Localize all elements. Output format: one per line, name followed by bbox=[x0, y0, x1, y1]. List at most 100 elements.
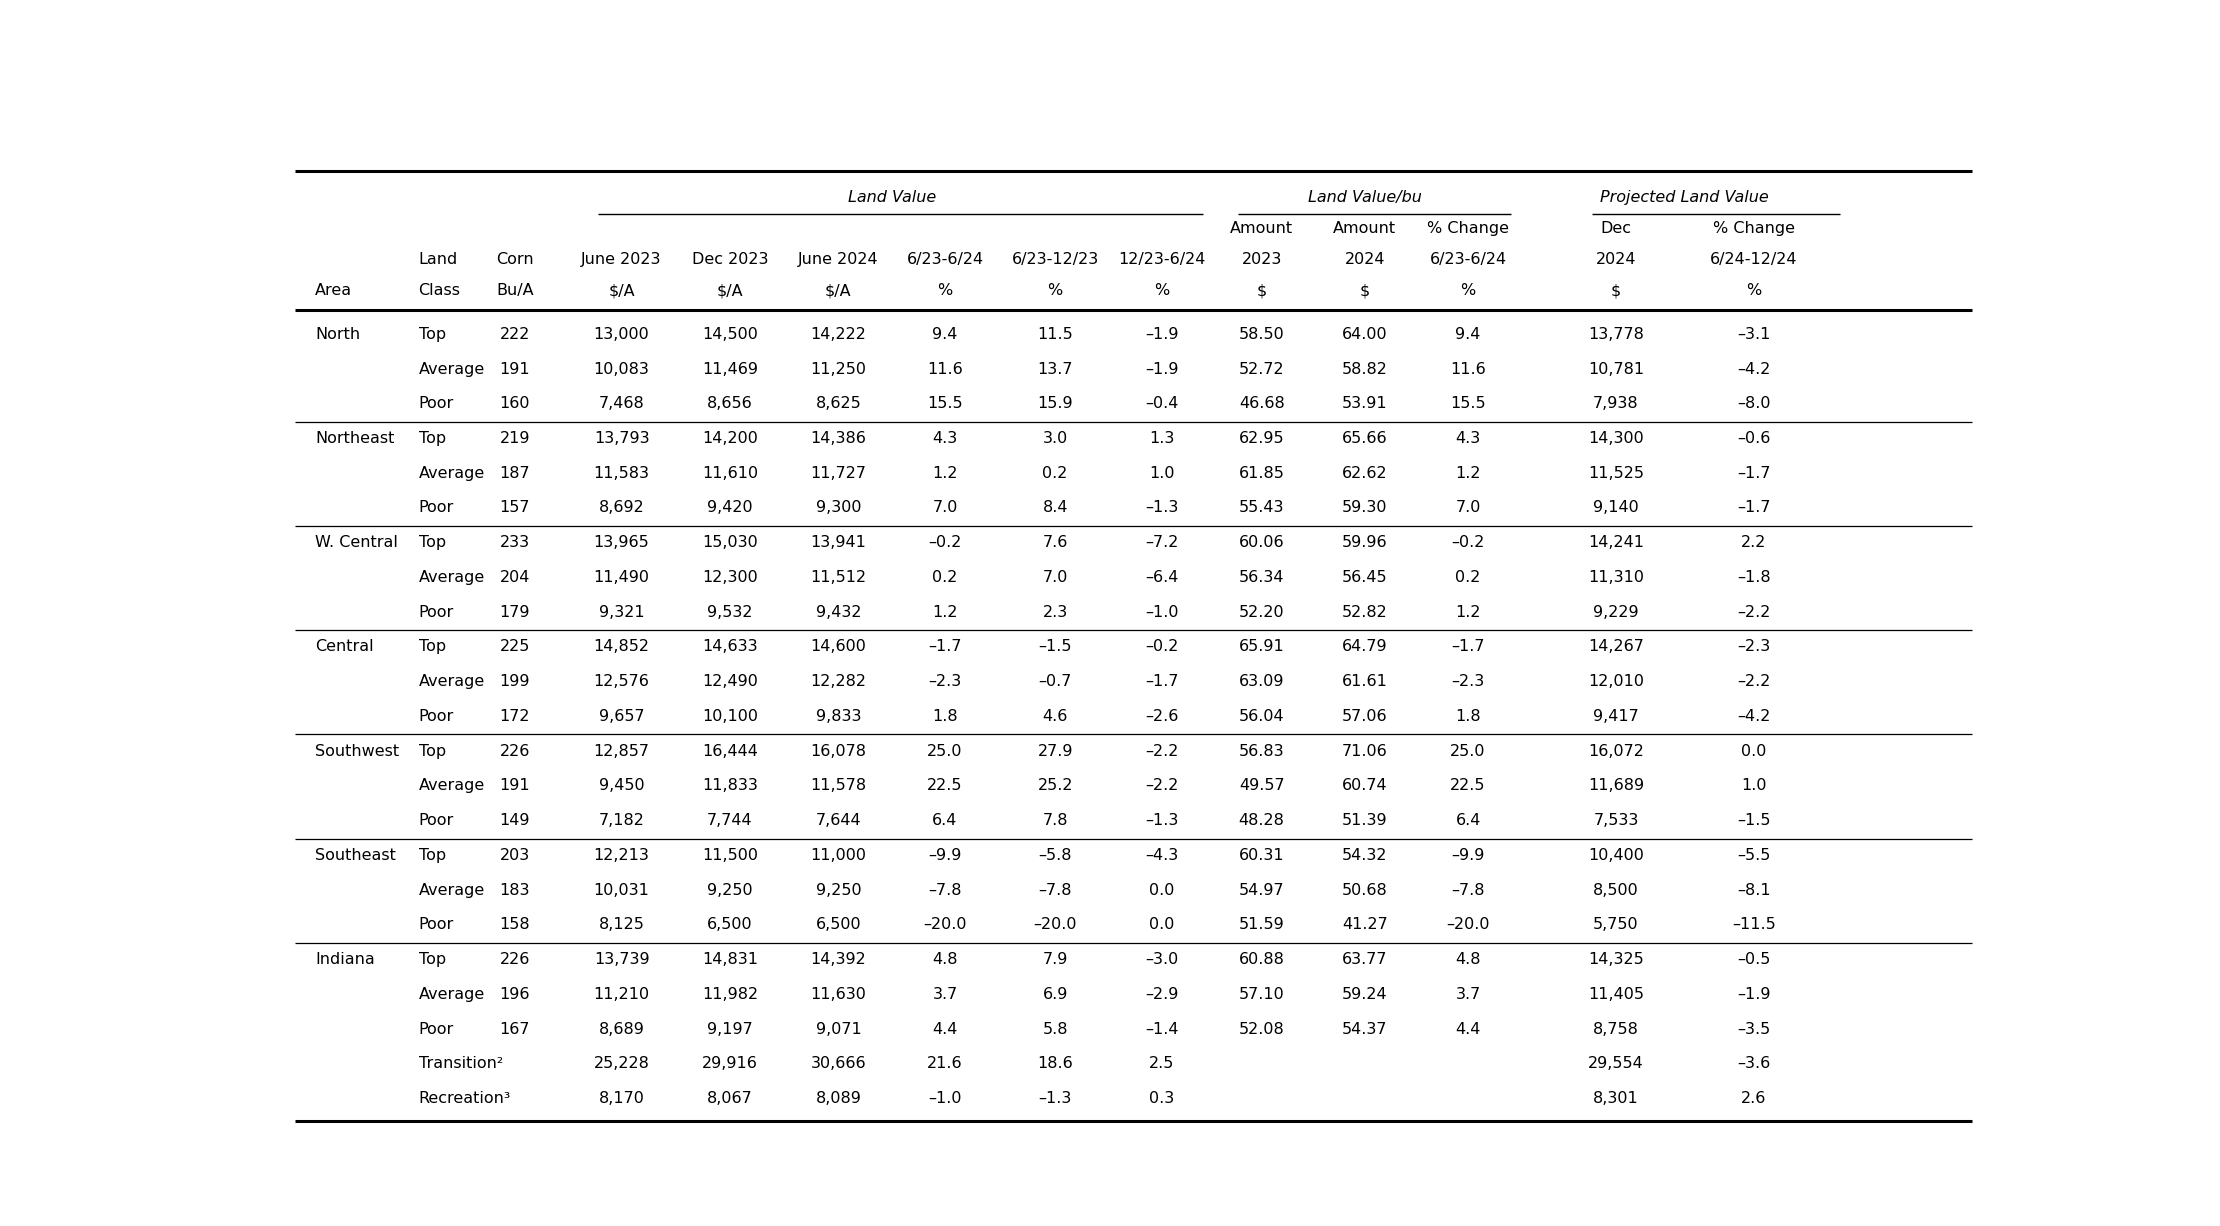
Text: 1.8: 1.8 bbox=[932, 709, 957, 723]
Text: Average: Average bbox=[420, 362, 484, 376]
Text: Corn: Corn bbox=[495, 253, 533, 267]
Text: 1.2: 1.2 bbox=[932, 466, 957, 481]
Text: 183: 183 bbox=[500, 883, 531, 897]
Text: 0.2: 0.2 bbox=[1456, 570, 1481, 585]
Text: 0.0: 0.0 bbox=[1740, 744, 1767, 759]
Text: Projected Land Value: Projected Land Value bbox=[1601, 190, 1769, 205]
Text: 225: 225 bbox=[500, 640, 531, 655]
Text: Dec 2023: Dec 2023 bbox=[693, 253, 768, 267]
Text: 2.6: 2.6 bbox=[1740, 1091, 1767, 1106]
Text: –1.7: –1.7 bbox=[1736, 500, 1769, 515]
Text: –1.3: –1.3 bbox=[1039, 1091, 1072, 1106]
Text: 11,500: 11,500 bbox=[702, 848, 757, 863]
Text: 199: 199 bbox=[500, 674, 531, 689]
Text: 56.83: 56.83 bbox=[1239, 744, 1285, 759]
Text: –0.7: –0.7 bbox=[1039, 674, 1072, 689]
Text: –11.5: –11.5 bbox=[1732, 917, 1776, 932]
Text: 219: 219 bbox=[500, 432, 531, 446]
Text: 46.68: 46.68 bbox=[1239, 396, 1285, 411]
Text: 59.30: 59.30 bbox=[1343, 500, 1388, 515]
Text: 10,031: 10,031 bbox=[593, 883, 650, 897]
Text: 9,300: 9,300 bbox=[815, 500, 861, 515]
Text: $/A: $/A bbox=[826, 283, 852, 298]
Text: 9,071: 9,071 bbox=[815, 1021, 861, 1037]
Text: 6/23-6/24: 6/23-6/24 bbox=[1430, 253, 1507, 267]
Text: $: $ bbox=[1359, 283, 1370, 298]
Text: Poor: Poor bbox=[420, 917, 453, 932]
Text: 4.8: 4.8 bbox=[1456, 953, 1481, 967]
Text: % Change: % Change bbox=[1427, 221, 1510, 235]
Text: 18.6: 18.6 bbox=[1037, 1057, 1072, 1072]
Text: 60.74: 60.74 bbox=[1343, 779, 1388, 793]
Text: Indiana: Indiana bbox=[315, 953, 375, 967]
Text: –1.0: –1.0 bbox=[928, 1091, 961, 1106]
Text: 4.3: 4.3 bbox=[1456, 432, 1481, 446]
Text: 11,583: 11,583 bbox=[593, 466, 650, 481]
Text: 204: 204 bbox=[500, 570, 531, 585]
Text: 9,450: 9,450 bbox=[599, 779, 644, 793]
Text: 9,197: 9,197 bbox=[708, 1021, 753, 1037]
Text: 11,490: 11,490 bbox=[593, 570, 650, 585]
Text: 25.2: 25.2 bbox=[1037, 779, 1072, 793]
Text: 9,250: 9,250 bbox=[708, 883, 753, 897]
Text: 187: 187 bbox=[500, 466, 531, 481]
Text: 14,600: 14,600 bbox=[810, 640, 866, 655]
Text: 2.3: 2.3 bbox=[1043, 604, 1068, 619]
Text: 13,793: 13,793 bbox=[593, 432, 650, 446]
Text: 15.5: 15.5 bbox=[1450, 396, 1485, 411]
Text: 8,089: 8,089 bbox=[815, 1091, 861, 1106]
Text: 65.91: 65.91 bbox=[1239, 640, 1285, 655]
Text: 63.77: 63.77 bbox=[1343, 953, 1388, 967]
Text: 60.31: 60.31 bbox=[1239, 848, 1285, 863]
Text: –9.9: –9.9 bbox=[1452, 848, 1485, 863]
Text: 15.5: 15.5 bbox=[928, 396, 963, 411]
Text: 0.2: 0.2 bbox=[1043, 466, 1068, 481]
Text: 64.00: 64.00 bbox=[1343, 327, 1388, 342]
Text: Top: Top bbox=[420, 327, 446, 342]
Text: –6.4: –6.4 bbox=[1146, 570, 1179, 585]
Text: % Change: % Change bbox=[1712, 221, 1794, 235]
Text: 1.2: 1.2 bbox=[932, 604, 957, 619]
Text: 56.45: 56.45 bbox=[1343, 570, 1388, 585]
Text: 4.8: 4.8 bbox=[932, 953, 957, 967]
Text: 4.4: 4.4 bbox=[1456, 1021, 1481, 1037]
Text: 3.0: 3.0 bbox=[1043, 432, 1068, 446]
Text: 14,325: 14,325 bbox=[1587, 953, 1645, 967]
Text: 13,778: 13,778 bbox=[1587, 327, 1645, 342]
Text: Land Value/bu: Land Value/bu bbox=[1308, 190, 1421, 205]
Text: 12,282: 12,282 bbox=[810, 674, 866, 689]
Text: –20.0: –20.0 bbox=[924, 917, 966, 932]
Text: –7.2: –7.2 bbox=[1146, 536, 1179, 550]
Text: –0.2: –0.2 bbox=[928, 536, 961, 550]
Text: %: % bbox=[1154, 283, 1170, 298]
Text: 11,630: 11,630 bbox=[810, 987, 866, 1002]
Text: 9,657: 9,657 bbox=[599, 709, 644, 723]
Text: 55.43: 55.43 bbox=[1239, 500, 1285, 515]
Text: Top: Top bbox=[420, 953, 446, 967]
Text: 1.0: 1.0 bbox=[1150, 466, 1174, 481]
Text: 25,228: 25,228 bbox=[593, 1057, 650, 1072]
Text: –4.3: –4.3 bbox=[1146, 848, 1179, 863]
Text: –2.2: –2.2 bbox=[1146, 744, 1179, 759]
Text: $/A: $/A bbox=[717, 283, 744, 298]
Text: 11,250: 11,250 bbox=[810, 362, 866, 376]
Text: 0.3: 0.3 bbox=[1150, 1091, 1174, 1106]
Text: 226: 226 bbox=[500, 953, 531, 967]
Text: Land Value: Land Value bbox=[848, 190, 937, 205]
Text: Average: Average bbox=[420, 779, 484, 793]
Text: 29,916: 29,916 bbox=[702, 1057, 757, 1072]
Text: 7,644: 7,644 bbox=[815, 813, 861, 828]
Text: 61.85: 61.85 bbox=[1239, 466, 1285, 481]
Text: –1.8: –1.8 bbox=[1736, 570, 1772, 585]
Text: 12,300: 12,300 bbox=[702, 570, 757, 585]
Text: %: % bbox=[937, 283, 952, 298]
Text: Northeast: Northeast bbox=[315, 432, 395, 446]
Text: 51.59: 51.59 bbox=[1239, 917, 1285, 932]
Text: –4.2: –4.2 bbox=[1736, 709, 1769, 723]
Text: 167: 167 bbox=[500, 1021, 531, 1037]
Text: –7.8: –7.8 bbox=[928, 883, 961, 897]
Text: 196: 196 bbox=[500, 987, 531, 1002]
Text: Poor: Poor bbox=[420, 709, 453, 723]
Text: –2.2: –2.2 bbox=[1146, 779, 1179, 793]
Text: 49.57: 49.57 bbox=[1239, 779, 1285, 793]
